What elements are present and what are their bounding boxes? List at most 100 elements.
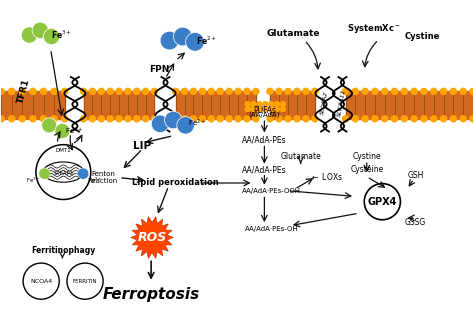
Circle shape <box>275 115 283 122</box>
Circle shape <box>352 88 359 95</box>
Text: TFR1: TFR1 <box>16 78 31 105</box>
Text: AA/AdA·PEs-OOH: AA/AdA·PEs-OOH <box>242 188 301 194</box>
Circle shape <box>124 88 132 95</box>
Circle shape <box>89 115 96 122</box>
Circle shape <box>234 88 242 95</box>
Text: Fenton
Reaction: Fenton Reaction <box>88 171 118 184</box>
Circle shape <box>268 106 274 112</box>
Circle shape <box>245 101 251 107</box>
Circle shape <box>18 88 26 95</box>
Circle shape <box>274 106 280 112</box>
Circle shape <box>311 88 319 95</box>
Circle shape <box>266 88 274 95</box>
Circle shape <box>401 115 408 122</box>
Circle shape <box>107 88 114 95</box>
Circle shape <box>29 88 36 95</box>
Circle shape <box>256 101 263 107</box>
Circle shape <box>115 115 123 122</box>
Text: LIP: LIP <box>133 141 151 151</box>
Circle shape <box>151 115 158 122</box>
Circle shape <box>342 88 349 95</box>
Circle shape <box>172 88 179 95</box>
Circle shape <box>18 115 26 122</box>
Circle shape <box>226 88 233 95</box>
Circle shape <box>391 115 398 122</box>
Circle shape <box>459 115 467 122</box>
Circle shape <box>32 22 48 38</box>
Text: Ferroptosis: Ferroptosis <box>102 287 200 302</box>
Text: Fe$^{3+}$: Fe$^{3+}$ <box>51 29 72 41</box>
Circle shape <box>21 27 37 43</box>
Circle shape <box>40 115 47 122</box>
Circle shape <box>217 88 224 95</box>
Text: $\leftarrow$ LOXs: $\leftarrow$ LOXs <box>310 171 343 182</box>
Text: Fe$^{2+}$: Fe$^{2+}$ <box>88 175 102 185</box>
Circle shape <box>98 115 105 122</box>
Circle shape <box>268 101 274 107</box>
Circle shape <box>274 101 280 107</box>
Circle shape <box>361 88 369 95</box>
Circle shape <box>352 115 359 122</box>
Circle shape <box>98 88 105 95</box>
Text: Cystine: Cystine <box>353 152 381 161</box>
Circle shape <box>89 88 96 95</box>
Circle shape <box>266 115 274 122</box>
Circle shape <box>262 101 268 107</box>
Text: FPN: FPN <box>149 65 170 74</box>
Circle shape <box>381 88 389 95</box>
Text: PUFAs: PUFAs <box>253 106 276 115</box>
Text: Ferritinophagy: Ferritinophagy <box>32 246 96 255</box>
Text: FERRITIN: FERRITIN <box>73 279 97 284</box>
Circle shape <box>40 88 47 95</box>
Text: GPX4: GPX4 <box>368 197 397 207</box>
Text: Fe$^{3+}$: Fe$^{3+}$ <box>65 125 83 136</box>
Circle shape <box>124 115 132 122</box>
Text: Cystine: Cystine <box>404 32 440 41</box>
Circle shape <box>420 88 428 95</box>
Circle shape <box>302 88 310 95</box>
Circle shape <box>256 106 263 112</box>
Circle shape <box>160 31 179 50</box>
Circle shape <box>29 115 36 122</box>
Circle shape <box>181 115 188 122</box>
Circle shape <box>243 88 251 95</box>
Circle shape <box>186 33 204 51</box>
Circle shape <box>284 115 292 122</box>
Circle shape <box>440 115 447 122</box>
Circle shape <box>190 115 197 122</box>
Bar <box>1 91 65 119</box>
Circle shape <box>459 88 467 95</box>
Circle shape <box>250 101 257 107</box>
Circle shape <box>199 115 206 122</box>
Circle shape <box>199 88 206 95</box>
Text: Fe$^{3+}$: Fe$^{3+}$ <box>26 175 40 185</box>
Circle shape <box>252 88 260 95</box>
Text: GSH: GSH <box>407 171 424 180</box>
Circle shape <box>172 115 179 122</box>
Ellipse shape <box>43 162 83 182</box>
Text: STEAP3: STEAP3 <box>54 171 73 176</box>
Circle shape <box>44 28 60 45</box>
Text: GSSG: GSSG <box>405 218 426 227</box>
Circle shape <box>39 168 50 179</box>
Circle shape <box>78 168 89 179</box>
Text: Glutamate: Glutamate <box>267 29 320 38</box>
Circle shape <box>217 115 224 122</box>
Text: Glutamate: Glutamate <box>280 152 321 161</box>
Text: Cysteine: Cysteine <box>350 165 383 174</box>
Text: SystemXc$^-$: SystemXc$^-$ <box>347 22 401 35</box>
Circle shape <box>311 115 319 122</box>
Text: AA/AdA-PEs: AA/AdA-PEs <box>242 165 287 174</box>
Text: AA/AdA-PEs: AA/AdA-PEs <box>242 136 287 145</box>
Circle shape <box>67 263 103 299</box>
Circle shape <box>61 115 69 122</box>
Circle shape <box>401 88 408 95</box>
Circle shape <box>365 184 401 220</box>
Circle shape <box>371 88 379 95</box>
Circle shape <box>42 118 57 133</box>
Circle shape <box>450 115 457 122</box>
Circle shape <box>243 115 251 122</box>
Circle shape <box>55 123 70 138</box>
Circle shape <box>234 115 242 122</box>
Circle shape <box>164 111 182 129</box>
